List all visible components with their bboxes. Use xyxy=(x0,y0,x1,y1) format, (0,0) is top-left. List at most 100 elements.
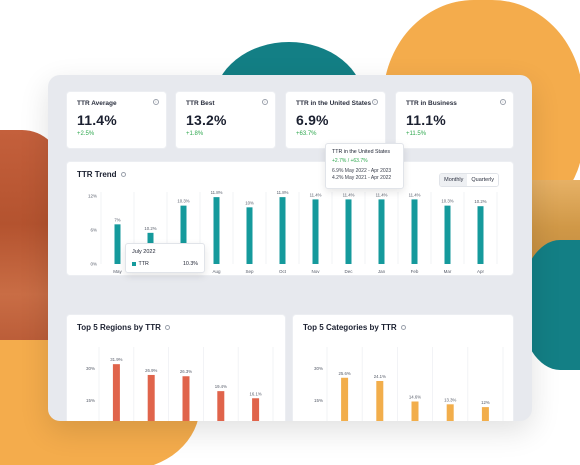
kpi-title: TTR Average xyxy=(77,100,117,107)
bar xyxy=(444,205,451,264)
bar-value-label: 10.2% xyxy=(144,226,156,231)
kpi-title: TTR in the United States xyxy=(296,100,372,107)
bar-value-label: 26.9% xyxy=(145,368,157,373)
tooltip-row: TTR 10.3% xyxy=(132,261,198,267)
ttr-trend-chart: 12%6%0%7%May10.2%Jun10.3%Jul11.8%Aug10%S… xyxy=(88,190,498,274)
x-tick-label: May xyxy=(113,269,122,274)
bar-value-label: 11.4% xyxy=(343,192,355,197)
kpi-card-ttr-business[interactable]: TTR in Business 11.1% +11.5% i xyxy=(395,91,514,149)
ttr-trend-title: TTR Trend xyxy=(77,170,126,179)
ttr-trend-title-text: TTR Trend xyxy=(77,170,117,179)
bar xyxy=(279,197,286,264)
bar-value-label: 10% xyxy=(245,200,254,205)
kpi-card-ttr-united-states[interactable]: TTR in the United States 6.9% +63.7% i xyxy=(285,91,386,149)
toggle-monthly[interactable]: Monthly xyxy=(440,174,468,186)
bar-value-label: 10.3% xyxy=(441,199,453,204)
kpi-value: 6.9% xyxy=(296,112,329,128)
bar-value-label: 14.6% xyxy=(409,394,421,399)
bar-value-label: 25.6% xyxy=(339,371,351,376)
tooltip-change: +2.7% / +63.7% xyxy=(332,158,368,164)
x-tick-label: Aug xyxy=(212,269,221,274)
tooltip-title: TTR in the United States xyxy=(332,149,390,155)
x-tick-label: Oct xyxy=(279,269,287,274)
bar xyxy=(345,199,352,264)
x-tick-label: Jan xyxy=(378,269,386,274)
bar xyxy=(411,199,418,264)
tooltip-previous-period: 4.2% May 2021 - Apr 2022 xyxy=(332,175,392,181)
y-tick-label: 15% xyxy=(86,398,95,403)
x-tick-label: Mar xyxy=(444,269,452,274)
kpi-title: TTR Best xyxy=(186,100,215,107)
bar xyxy=(378,199,385,264)
top-regions-title: Top 5 Regions by TTR xyxy=(77,323,170,332)
y-tick-label: 15% xyxy=(314,398,323,403)
x-tick-label: Nov xyxy=(311,269,320,274)
july-bar-tooltip: July 2022 TTR 10.3% xyxy=(125,243,205,273)
series-swatch xyxy=(132,262,136,266)
bar xyxy=(411,401,419,421)
y-tick-label: 30% xyxy=(86,366,95,371)
bar-value-label: 11.8% xyxy=(277,190,289,195)
kpi-value: 11.4% xyxy=(77,112,117,128)
dashboard: TTR Average 11.4% +2.5% i TTR Best 13.2%… xyxy=(66,91,514,421)
kpi-change: +1.8% xyxy=(186,131,204,137)
bar xyxy=(341,377,349,421)
tooltip-current-period: 6.9% May 2022 - Apr 2023 xyxy=(332,168,392,174)
bar xyxy=(182,376,190,421)
bar xyxy=(246,207,253,264)
y-tick-label: 0% xyxy=(90,262,97,267)
top-categories-title-text: Top 5 Categories by TTR xyxy=(303,323,397,332)
bar-value-label: 10.2% xyxy=(474,199,486,204)
tooltip-value: 10.3% xyxy=(182,261,198,267)
kpi-card-ttr-average[interactable]: TTR Average 11.4% +2.5% i xyxy=(66,91,167,149)
bar xyxy=(112,364,120,421)
info-icon[interactable] xyxy=(400,325,406,331)
us-ttr-tooltip: TTR in the United States +2.7% / +63.7% … xyxy=(325,143,404,189)
dashboard-frame: TTR Average 11.4% +2.5% i TTR Best 13.2%… xyxy=(48,75,532,421)
info-icon[interactable]: i xyxy=(153,99,159,105)
x-tick-label: Apr xyxy=(477,269,485,274)
bar xyxy=(446,404,454,421)
y-tick-label: 6% xyxy=(90,228,97,233)
bar-value-label: 19.4% xyxy=(215,384,227,389)
y-tick-label: 12% xyxy=(88,194,97,199)
bar xyxy=(481,407,489,421)
toggle-quarterly[interactable]: Quarterly xyxy=(467,174,498,186)
y-tick-label: 30% xyxy=(314,366,323,371)
info-icon[interactable]: i xyxy=(500,99,506,105)
bar xyxy=(114,224,121,264)
bar xyxy=(376,380,384,421)
top-categories-chart: 30% 15% 25.6% 24.1% 14.6% 13.3% 12% xyxy=(314,347,504,421)
info-icon[interactable] xyxy=(164,325,170,331)
bar-value-label: 24.1% xyxy=(374,374,386,379)
bar xyxy=(147,374,155,421)
bar xyxy=(312,199,319,264)
kpi-change: +2.5% xyxy=(77,131,95,137)
bar-value-label: 7% xyxy=(114,217,120,222)
bar xyxy=(217,391,225,421)
tooltip-title: July 2022 xyxy=(132,249,156,255)
kpi-value: 11.1% xyxy=(406,112,446,128)
bar-value-label: 10.3% xyxy=(177,199,189,204)
top-categories-title: Top 5 Categories by TTR xyxy=(303,323,406,332)
bar-value-label: 26.3% xyxy=(180,369,192,374)
bar-value-label: 16.1% xyxy=(250,391,262,396)
bar xyxy=(213,197,220,264)
kpi-change: +63.7% xyxy=(296,131,317,137)
top-categories-panel: Top 5 Categories by TTR 30% 15% 25.6% 24.1%… xyxy=(292,314,514,421)
kpi-card-ttr-best[interactable]: TTR Best 13.2% +1.8% i xyxy=(175,91,276,149)
bar-value-label: 11.8% xyxy=(211,190,223,195)
info-icon[interactable]: i xyxy=(372,99,378,105)
info-icon[interactable] xyxy=(120,172,126,178)
kpi-value: 13.2% xyxy=(186,112,227,128)
x-tick-label: Dec xyxy=(344,269,353,274)
bar-value-label: 31.9% xyxy=(110,357,122,362)
bar xyxy=(252,398,260,421)
info-icon[interactable]: i xyxy=(262,99,268,105)
top-regions-title-text: Top 5 Regions by TTR xyxy=(77,323,161,332)
x-tick-label: Sep xyxy=(245,269,254,274)
bar-value-label: 13.3% xyxy=(444,397,456,402)
period-toggle: Monthly Quarterly xyxy=(439,173,499,187)
bar-value-label: 11.4% xyxy=(310,192,322,197)
